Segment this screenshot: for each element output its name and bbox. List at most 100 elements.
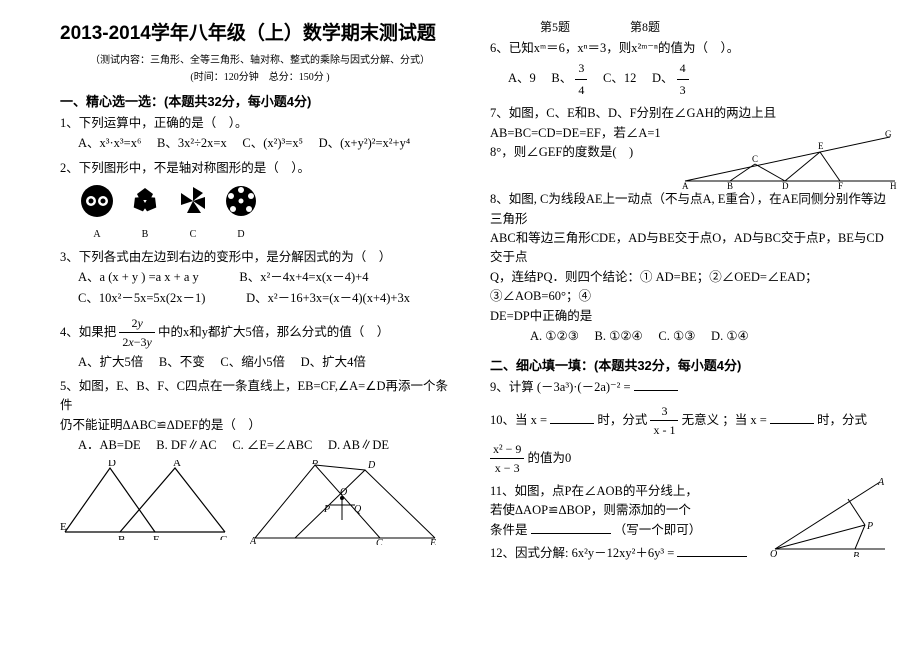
q2-icon-a bbox=[80, 184, 114, 218]
q9: 9、计算 (－3a³)·(－2a)⁻² = bbox=[490, 378, 890, 397]
q7: 7、如图，C、E和B、D、F分别在∠GAH的两边上且AB=BC=CD=DE=EF… bbox=[490, 104, 890, 162]
q11-l3: 条件是 bbox=[490, 523, 528, 537]
q8-l1: 8、如图, C为线段AE上一动点（不与点A, E重合），在AE同侧分别作等边三角… bbox=[490, 192, 886, 225]
q10-m2: 无意义 ；当 x = bbox=[682, 413, 767, 427]
q2-icon-b bbox=[128, 184, 162, 218]
q6-stem: 6、已知xᵐ＝6，xⁿ＝3，则x²ᵐ⁻ⁿ的值为（ ）。 bbox=[490, 41, 739, 55]
q7-figure: A B C D E F G H bbox=[680, 129, 900, 189]
q5-line1: 5、如图，E、B、F、C四点在一条直线上，EB=CF,∠A=∠D再添一个条件 bbox=[60, 379, 448, 412]
svg-text:A: A bbox=[682, 181, 689, 189]
q9-blank bbox=[634, 378, 678, 391]
q8-c: C. ①③ bbox=[658, 329, 695, 343]
svg-text:O: O bbox=[340, 487, 347, 498]
section-1-heading: 一、精心选一选：(本题共32分，每小题4分) bbox=[60, 91, 460, 110]
q5-c: C. ∠E=∠ABC bbox=[232, 438, 312, 452]
q8-b: B. ①②④ bbox=[595, 329, 643, 343]
q8-l3: Q，连结PQ．则四个结论：① AD=BE；②∠OED=∠EAD；③∠AOB=60… bbox=[490, 270, 818, 303]
q2-stem: 2、下列图形中，不是轴对称图形的是（ ）。 bbox=[60, 161, 310, 175]
q11: 11、如图，点P在∠AOB的平分线上， 若使ΔAOP≌ΔBOP，则需添加的一个 … bbox=[490, 482, 890, 540]
q4-d: D、扩大4倍 bbox=[301, 355, 366, 369]
ref-q8: 第8题 bbox=[630, 18, 660, 35]
q10-frac2: x² − 9x − 3 bbox=[490, 440, 524, 478]
svg-text:A: A bbox=[250, 536, 257, 545]
q5: 5、如图，E、B、F、C四点在一条直线上，EB=CF,∠A=∠D再添一个条件 仍… bbox=[60, 377, 460, 456]
svg-text:A: A bbox=[173, 460, 181, 469]
subtitle-time: (时间：120分钟 总分：150分 ) bbox=[60, 68, 460, 83]
svg-text:C: C bbox=[752, 154, 758, 164]
q6-d-l: D、 bbox=[652, 71, 674, 85]
q3-a: A、a (x + y ) =a x + a y bbox=[78, 270, 199, 284]
q6: 6、已知xᵐ＝6，xⁿ＝3，则x²ᵐ⁻ⁿ的值为（ ）。 A、9 B、 34 C、… bbox=[490, 39, 890, 100]
svg-text:B: B bbox=[312, 460, 318, 467]
q5-b: B. DF∥AC bbox=[156, 438, 216, 452]
q8-l2: ABC和等边三角形CDE，AD与BE交于点O，AD与BC交于点P，BE与CD交于… bbox=[490, 231, 884, 264]
svg-text:H: H bbox=[890, 181, 897, 189]
svg-text:B: B bbox=[853, 551, 859, 557]
page-title: 2013-2014学年八年级（上）数学期末测试题 bbox=[60, 18, 460, 45]
svg-text:A: A bbox=[877, 477, 885, 488]
q8-a: A. ①②③ bbox=[530, 329, 579, 343]
svg-text:P: P bbox=[866, 521, 873, 532]
svg-text:D: D bbox=[108, 460, 116, 469]
q11-figure: O A P B bbox=[770, 477, 890, 557]
q2: 2、下列图形中，不是轴对称图形的是（ ）。 A bbox=[60, 159, 460, 244]
q5-figure-right: A B D O P Q C E bbox=[250, 460, 440, 545]
q5-d: D. AB∥DE bbox=[328, 438, 389, 452]
q2-label-d: D bbox=[237, 229, 244, 240]
q2-label-b: B bbox=[142, 229, 149, 240]
q6-a: A、9 bbox=[508, 71, 536, 85]
q2-label-a: A bbox=[93, 229, 100, 240]
q10-post: 的值为0 bbox=[528, 451, 572, 465]
q9-stem: 9、计算 (－3a³)·(－2a)⁻² = bbox=[490, 380, 631, 394]
q11-l3b: （写一个即可） bbox=[614, 523, 702, 537]
q6-b-frac: 34 bbox=[575, 58, 587, 100]
svg-text:D: D bbox=[367, 460, 376, 471]
q5-figures: D A E B F C bbox=[60, 460, 460, 545]
q3-b: B、x²－4x+4=x(x－4)+4 bbox=[239, 270, 368, 284]
q12-blank bbox=[677, 544, 747, 557]
q10-pre: 10、当 x = bbox=[490, 413, 547, 427]
svg-text:F: F bbox=[838, 181, 843, 189]
svg-text:B: B bbox=[118, 534, 125, 540]
q11-l1: 11、如图，点P在∠AOB的平分线上， bbox=[490, 484, 698, 498]
svg-text:P: P bbox=[323, 504, 330, 515]
q8-d: D. ①④ bbox=[711, 329, 749, 343]
svg-text:F: F bbox=[153, 534, 159, 540]
q7-line2: 8°，则∠GEF的度数是( ) bbox=[490, 145, 633, 159]
q2-icons: A B bbox=[80, 184, 460, 244]
q1-c: C、(x²)³=x⁵ bbox=[242, 136, 303, 150]
q2-icon-d bbox=[224, 184, 258, 218]
section-2-heading: 二、细心填一填：(本题共32分，每小题4分) bbox=[490, 355, 890, 374]
svg-text:B: B bbox=[727, 181, 733, 189]
q6-c: C、12 bbox=[603, 71, 636, 85]
q8-l4: DE=DP中正确的是 bbox=[490, 309, 592, 323]
q4-pre: 4、如果把 bbox=[60, 325, 116, 339]
q4-frac: 2y2x−3y bbox=[119, 314, 154, 352]
q1-b: B、3x²÷2x=x bbox=[157, 136, 227, 150]
q10-m1: 时，分式 bbox=[597, 413, 647, 427]
q1: 1、下列运算中，正确的是（ ）。 A、x³·x³=x⁶ B、3x²÷2x=x C… bbox=[60, 114, 460, 155]
q3-d: D、x²－16+3x=(x－4)(x+4)+3x bbox=[246, 291, 410, 305]
q5-a: A．AB=DE bbox=[78, 438, 141, 452]
q6-b-l: B、 bbox=[551, 71, 572, 85]
ref-q5: 第5题 bbox=[540, 18, 570, 35]
svg-text:Q: Q bbox=[354, 504, 362, 515]
q3: 3、下列各式由左边到右边的变形中，是分解因式的为（ ） A、a (x + y )… bbox=[60, 248, 460, 310]
svg-text:O: O bbox=[770, 549, 777, 557]
q4-c: C、缩小5倍 bbox=[220, 355, 285, 369]
q3-c: C、10x²－5x=5x(2x－1) bbox=[78, 291, 205, 305]
q10-blank1 bbox=[550, 411, 594, 424]
q5-figure-left: D A E B F C bbox=[60, 460, 230, 540]
subtitle-content: （测试内容：三角形、全等三角形、轴对称、整式的乘除与因式分解、分式） bbox=[60, 51, 460, 66]
svg-text:E: E bbox=[429, 538, 436, 545]
q12-stem: 12、因式分解: 6x²y－12xy²＋6y³ = bbox=[490, 546, 674, 560]
svg-text:G: G bbox=[885, 129, 892, 139]
q6-d-frac: 43 bbox=[677, 58, 689, 100]
q5-line2: 仍不能证明ΔABC≌ΔDEF的是（ ） bbox=[60, 418, 261, 432]
q4-a: A、扩大5倍 bbox=[78, 355, 143, 369]
q3-stem: 3、下列各式由左边到右边的变形中，是分解因式的为（ ） bbox=[60, 250, 391, 264]
q10: 10、当 x = 时，分式 3x - 1 无意义 ；当 x = 时，分式 x² … bbox=[490, 402, 890, 478]
svg-text:C: C bbox=[376, 538, 383, 545]
q1-stem: 1、下列运算中，正确的是（ ）。 bbox=[60, 116, 248, 130]
q1-d: D、(x+y²)²=x²+y⁴ bbox=[319, 136, 411, 150]
